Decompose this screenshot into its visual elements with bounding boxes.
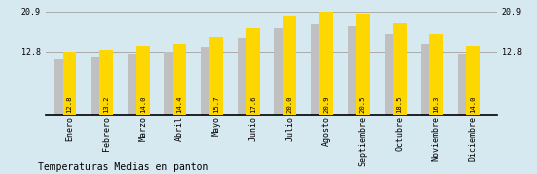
Bar [128, 54, 142, 115]
Bar [201, 47, 215, 115]
Text: Temperaturas Medias en panton: Temperaturas Medias en panton [38, 162, 208, 172]
Text: 14.0: 14.0 [470, 96, 476, 113]
Text: 18.5: 18.5 [396, 96, 403, 113]
Bar [319, 12, 333, 115]
Bar [421, 44, 435, 115]
Text: 12.8: 12.8 [67, 96, 72, 113]
Bar [136, 46, 150, 115]
Bar [99, 50, 113, 115]
Bar [274, 28, 288, 115]
Bar [238, 38, 252, 115]
Bar [164, 52, 178, 115]
Bar [311, 24, 325, 115]
Bar [91, 57, 105, 115]
Bar [62, 52, 76, 115]
Text: 14.4: 14.4 [177, 96, 183, 113]
Text: 17.6: 17.6 [250, 96, 256, 113]
Bar [393, 23, 407, 115]
Text: 13.2: 13.2 [103, 96, 109, 113]
Bar [466, 46, 480, 115]
Bar [348, 26, 362, 115]
Bar [282, 16, 296, 115]
Bar [384, 34, 398, 115]
Bar [458, 54, 472, 115]
Text: 16.3: 16.3 [433, 96, 439, 113]
Text: 14.0: 14.0 [140, 96, 146, 113]
Text: 20.0: 20.0 [287, 96, 293, 113]
Bar [246, 28, 260, 115]
Text: 15.7: 15.7 [213, 96, 219, 113]
Bar [172, 44, 186, 115]
Bar [429, 34, 443, 115]
Bar [209, 37, 223, 115]
Text: 20.5: 20.5 [360, 96, 366, 113]
Bar [356, 14, 370, 115]
Bar [54, 59, 68, 115]
Text: 20.9: 20.9 [323, 96, 329, 113]
